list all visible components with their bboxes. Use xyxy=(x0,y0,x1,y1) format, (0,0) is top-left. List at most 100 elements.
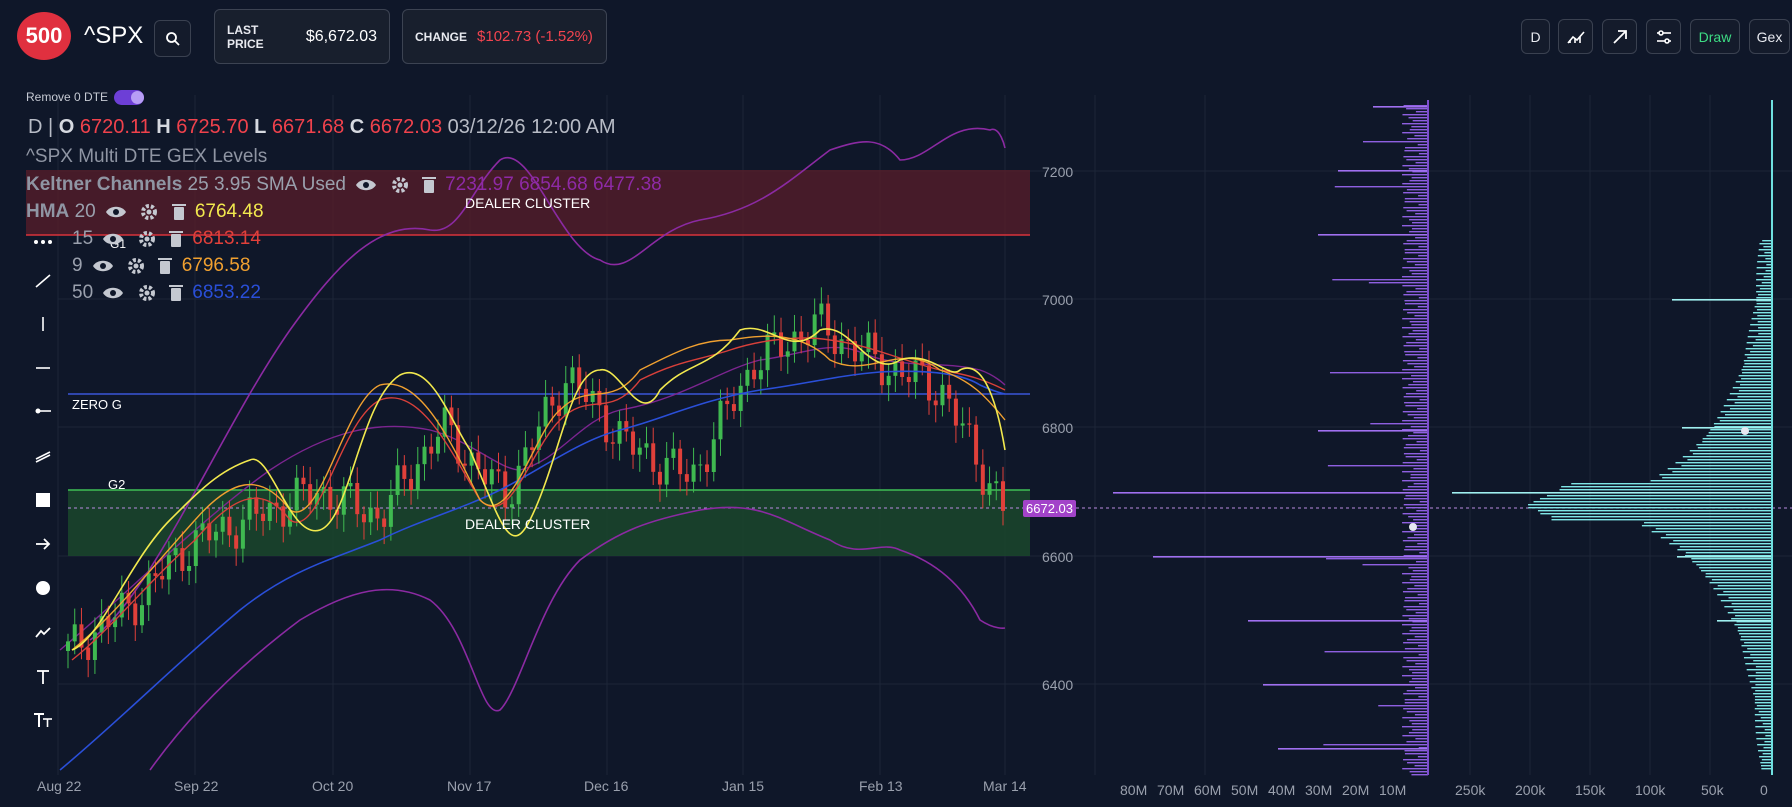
volume-profile-bar xyxy=(1410,528,1428,530)
gex-profile-bar xyxy=(1692,453,1772,455)
trash-icon[interactable] xyxy=(171,203,186,221)
candle-body xyxy=(234,535,239,549)
volume-profile-bar xyxy=(1406,108,1428,110)
volume-axis-label: 20M xyxy=(1342,782,1370,798)
candle-body xyxy=(429,446,434,454)
volume-profile-bar xyxy=(1406,159,1428,161)
gex-profile-bar xyxy=(1537,510,1772,512)
eye-icon[interactable] xyxy=(105,205,127,219)
ray-tool[interactable] xyxy=(26,395,60,427)
horizontal-line-tool[interactable] xyxy=(26,352,60,384)
path-tool[interactable] xyxy=(26,616,60,648)
trend-line-tool[interactable] xyxy=(26,264,60,296)
rectangle-tool[interactable] xyxy=(26,484,60,516)
eye-icon[interactable] xyxy=(102,286,124,300)
volume-profile-bar xyxy=(1405,147,1428,149)
candle-body xyxy=(267,502,272,521)
volume-profile-bar xyxy=(1402,387,1428,389)
candle-body xyxy=(301,477,306,485)
candle-body xyxy=(348,482,353,487)
indicators-button[interactable] xyxy=(1558,19,1593,54)
arrow-tool[interactable] xyxy=(26,528,60,560)
eye-icon[interactable] xyxy=(102,232,124,246)
volume-profile-bar xyxy=(1404,351,1428,353)
candle-body xyxy=(637,447,642,455)
ma15-period: 15 xyxy=(72,228,94,249)
eye-icon[interactable] xyxy=(92,259,114,273)
volume-profile-bar xyxy=(1402,531,1428,533)
trash-icon[interactable] xyxy=(421,176,436,194)
volume-profile-bar xyxy=(1403,396,1428,398)
candle-body xyxy=(254,497,259,514)
gear-icon[interactable] xyxy=(140,203,158,221)
brand-logo[interactable]: 500 xyxy=(17,12,71,60)
candle-body xyxy=(631,431,636,455)
low-value: 6671.68 xyxy=(271,116,345,138)
draw-button[interactable]: Draw xyxy=(1690,19,1740,54)
gex-profile-bar xyxy=(1758,711,1772,713)
ma-9-line xyxy=(71,335,1006,651)
gex-profile-bar xyxy=(1753,660,1772,662)
gex-profile-bar xyxy=(1756,309,1772,311)
ohlc-readout: D | O 6720.11 H 6725.70 L 6671.68 C 6672… xyxy=(28,116,616,138)
eye-icon[interactable] xyxy=(355,178,377,192)
candle-body xyxy=(72,624,77,642)
vertical-line-tool[interactable] xyxy=(26,308,60,340)
candle-body xyxy=(920,360,925,366)
circle-tool[interactable] xyxy=(26,572,60,604)
gear-icon[interactable] xyxy=(391,176,409,194)
candle-body xyxy=(624,421,629,432)
volume-profile-bar xyxy=(1409,579,1428,581)
gex-profile-bar xyxy=(1754,702,1772,704)
candle-body xyxy=(785,351,790,357)
price-axis-label: 7000 xyxy=(1042,292,1074,308)
more-tools-button[interactable] xyxy=(26,226,60,258)
volume-profile-bar xyxy=(1418,747,1428,749)
volume-profile-bar xyxy=(1415,738,1428,740)
volume-profile-bar xyxy=(1411,375,1428,377)
candle-body xyxy=(274,502,279,507)
volume-profile-bar xyxy=(1414,315,1428,317)
trash-icon[interactable] xyxy=(158,257,173,275)
gear-icon[interactable] xyxy=(127,257,145,275)
gex-button[interactable]: Gex xyxy=(1749,19,1790,54)
gear-icon[interactable] xyxy=(138,230,156,248)
trash-icon[interactable] xyxy=(168,230,183,248)
text-tool[interactable] xyxy=(26,661,60,693)
parallel-channel-tool[interactable] xyxy=(26,440,60,472)
volume-profile-bar xyxy=(1406,639,1428,641)
volume-profile-bar xyxy=(1409,321,1428,323)
candle-body xyxy=(711,439,716,472)
gex-profile-bar xyxy=(1757,321,1772,323)
trend-button[interactable] xyxy=(1602,19,1637,54)
gex-profile-bar xyxy=(1745,348,1772,350)
volume-profile-bar xyxy=(1408,516,1428,518)
gex-profile-bar xyxy=(1729,408,1772,410)
candle-body xyxy=(960,423,965,426)
gex-profile-bar xyxy=(1734,624,1772,626)
gex-profile-bar xyxy=(1763,276,1772,278)
gex-profile-bar xyxy=(1756,279,1772,281)
search-button[interactable] xyxy=(154,20,191,57)
trash-icon[interactable] xyxy=(168,284,183,302)
volume-profile-bar xyxy=(1410,474,1428,476)
volume-profile-bar xyxy=(1404,750,1428,752)
candle-body xyxy=(261,513,266,521)
timeframe-button[interactable]: D xyxy=(1521,19,1550,54)
settings-button[interactable] xyxy=(1646,19,1681,54)
gex-profile-bar xyxy=(1750,324,1772,326)
gex-profile-bar xyxy=(1751,687,1772,689)
gex-profile-bar xyxy=(1702,441,1772,443)
gex-profile-bar xyxy=(1540,513,1772,515)
volume-profile-bar xyxy=(1403,708,1428,710)
gex-profile-bar xyxy=(1713,423,1772,425)
font-size-tool[interactable] xyxy=(26,704,60,736)
volume-profile-bar xyxy=(1411,324,1428,326)
gear-icon[interactable] xyxy=(138,284,156,302)
keltner-lower-line xyxy=(149,506,1006,771)
gex-profile-bar xyxy=(1662,477,1772,479)
keltner-params: 25 3.95 SMA Used xyxy=(187,174,346,195)
gex-profile-bar xyxy=(1742,651,1772,653)
volume-profile-bar xyxy=(1408,333,1428,335)
